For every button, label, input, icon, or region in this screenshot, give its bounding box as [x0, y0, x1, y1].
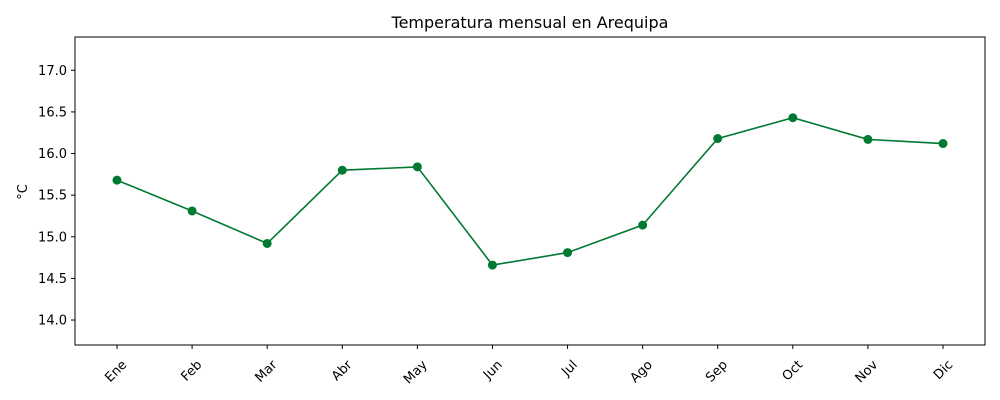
x-tick-label: Dic	[931, 358, 956, 383]
y-axis-label: °C	[16, 184, 31, 200]
data-point	[337, 165, 347, 175]
y-tick-label: 16.0	[38, 147, 67, 162]
data-point	[938, 139, 948, 149]
data-point	[262, 238, 272, 248]
data-point	[112, 175, 122, 185]
x-tick-label: Sep	[703, 358, 731, 386]
x-tick-label: Nov	[853, 357, 882, 386]
y-tick-label: 14.0	[38, 314, 67, 329]
data-point	[638, 220, 648, 230]
data-point	[412, 162, 422, 172]
y-tick-label: 15.0	[38, 230, 67, 245]
x-tick-label: Ene	[102, 358, 130, 386]
y-tick-label: 16.5	[38, 105, 67, 120]
y-axis-ticks: 14.0 14.5 15.0 15.5 16.0 16.5 17.0	[38, 64, 75, 329]
data-point	[788, 113, 798, 123]
plot-area	[74, 36, 986, 346]
x-tick-label: Jun	[480, 358, 506, 384]
data-point	[563, 248, 573, 258]
x-tick-label: May	[401, 357, 431, 387]
chart-title: Temperatura mensual en Arequipa	[391, 13, 669, 32]
y-tick-label: 14.5	[38, 272, 67, 287]
x-tick-label: Oct	[780, 358, 807, 385]
y-tick-label: 15.5	[38, 189, 67, 204]
data-point	[863, 134, 873, 144]
x-tick-label: Abr	[329, 357, 356, 384]
series-group	[112, 113, 948, 270]
x-axis-ticks: Ene Feb Mar Abr May Jun Jul Ago Sep Oct Nov Dic	[102, 345, 956, 387]
x-tick-label: Mar	[252, 357, 280, 385]
data-point	[187, 206, 197, 216]
x-tick-label: Ago	[628, 358, 656, 386]
data-point	[487, 260, 497, 270]
series-line	[116, 116, 944, 266]
x-tick-label: Jul	[558, 358, 580, 380]
data-point	[713, 134, 723, 144]
x-tick-label: Feb	[178, 358, 205, 385]
y-tick-label: 17.0	[38, 64, 67, 79]
